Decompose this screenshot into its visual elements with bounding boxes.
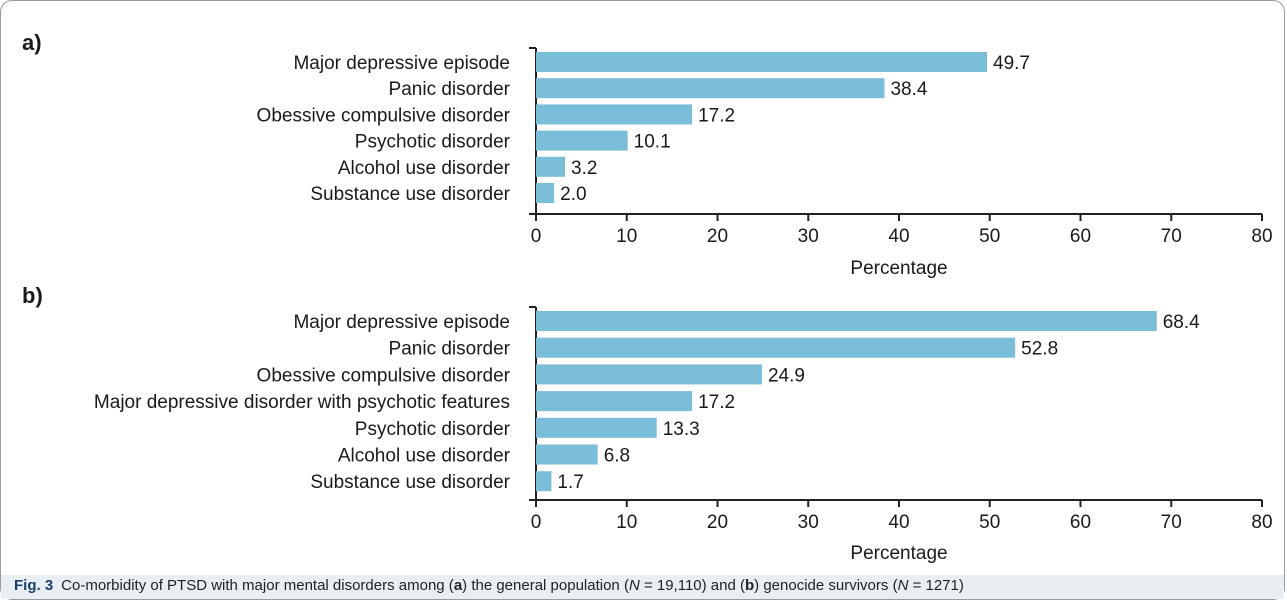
- caption-part: = 1271): [908, 577, 964, 594]
- caption-figure-label: Fig. 3: [14, 577, 54, 594]
- bar: [536, 417, 657, 438]
- bar: [536, 183, 555, 203]
- bar: [536, 471, 552, 492]
- bar: [536, 104, 693, 125]
- bar: [536, 130, 628, 151]
- x-tick-label: 10: [616, 226, 637, 247]
- caption-part: b: [745, 577, 755, 594]
- caption-part: N: [628, 577, 640, 594]
- panel-label: b): [22, 283, 43, 308]
- bar: [536, 391, 693, 412]
- x-tick-label: 0: [531, 226, 542, 247]
- caption-part: = 19,110) and (: [639, 577, 745, 594]
- caption-part: ) the general population (: [462, 577, 629, 594]
- x-tick-label: 50: [979, 512, 1000, 533]
- chart-canvas: a) 0 10 20 30 40 50 60 70 80 Major depressive epis…: [22, 30, 1273, 564]
- bar: [536, 364, 762, 385]
- x-tick-label: 70: [1161, 226, 1182, 247]
- x-tick-label: 70: [1161, 512, 1182, 533]
- category-label: Substance use disorder: [310, 184, 510, 205]
- category-label: Panic disorder: [389, 339, 511, 360]
- bar: [536, 337, 1016, 358]
- data-label: 1.7: [557, 472, 583, 493]
- category-label: Major depressive episode: [293, 312, 510, 333]
- data-label: 2.0: [560, 184, 586, 205]
- x-tick-label: 80: [1251, 226, 1272, 247]
- x-tick-label: 20: [707, 512, 728, 533]
- data-label: 3.2: [571, 158, 597, 179]
- data-label: 68.4: [1163, 312, 1200, 333]
- data-label: 10.1: [634, 132, 671, 153]
- caption-part: N: [897, 577, 909, 594]
- data-label: 49.7: [993, 53, 1030, 74]
- caption-part: Co-morbidity of PTSD with major mental d…: [61, 577, 454, 594]
- category-label: Alcohol use disorder: [338, 158, 511, 179]
- caption-text: Co-morbidity of PTSD with major mental d…: [61, 577, 964, 594]
- panel-label: a): [22, 30, 42, 55]
- bar: [536, 444, 598, 465]
- caption-part: a: [453, 577, 463, 594]
- x-tick-label: 60: [1070, 512, 1091, 533]
- x-axis-title: Percentage: [850, 258, 947, 279]
- x-tick-label: 80: [1251, 512, 1272, 533]
- bar: [536, 156, 566, 177]
- data-label: 17.2: [698, 105, 735, 126]
- data-label: 6.8: [604, 446, 630, 467]
- data-label: 38.4: [890, 79, 927, 100]
- x-tick-label: 20: [707, 226, 728, 247]
- category-label: Obessive compulsive disorder: [257, 105, 511, 126]
- category-label: Obessive compulsive disorder: [257, 365, 511, 386]
- caption-part: ) genocide survivors (: [754, 577, 898, 594]
- x-tick-label: 30: [798, 226, 819, 247]
- data-label: 17.2: [698, 392, 735, 413]
- x-tick-label: 40: [888, 226, 909, 247]
- category-label: Psychotic disorder: [355, 132, 511, 153]
- category-label: Substance use disorder: [310, 472, 510, 493]
- category-label: Major depressive episode: [293, 53, 510, 74]
- figure-caption: Fig. 3 Co-morbidity of PTSD with major me…: [14, 577, 964, 594]
- data-label: 13.3: [663, 419, 700, 440]
- x-tick-label: 60: [1070, 226, 1091, 247]
- bar: [536, 52, 988, 72]
- bar: [536, 78, 885, 99]
- caption-band: [1, 575, 1284, 599]
- x-tick-label: 0: [531, 512, 542, 533]
- data-label: 52.8: [1021, 339, 1058, 360]
- category-label: Major depressive disorder with psychotic…: [94, 392, 510, 413]
- category-label: Alcohol use disorder: [338, 446, 511, 467]
- x-axis-title: Percentage: [850, 543, 947, 564]
- x-tick-label: 10: [616, 512, 637, 533]
- x-tick-label: 30: [798, 512, 819, 533]
- data-label: 24.9: [768, 365, 805, 386]
- bar: [536, 311, 1157, 331]
- category-label: Psychotic disorder: [355, 419, 511, 440]
- x-tick-label: 40: [888, 512, 909, 533]
- category-label: Panic disorder: [389, 79, 511, 100]
- x-tick-label: 50: [979, 226, 1000, 247]
